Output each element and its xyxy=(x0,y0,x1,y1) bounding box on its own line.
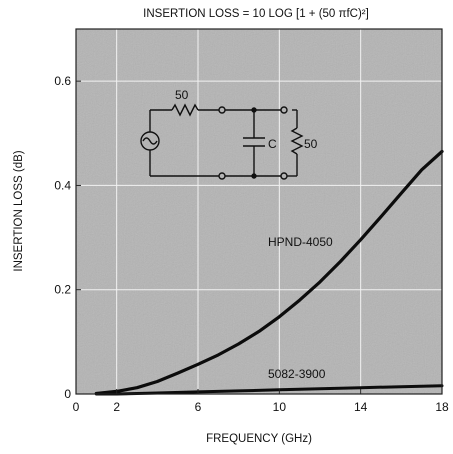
x-tick-label: 0 xyxy=(73,400,80,414)
x-tick-label: 18 xyxy=(435,400,449,414)
series-resistor xyxy=(171,103,199,117)
x-tick-label: 10 xyxy=(273,400,287,414)
x-tick-label: 14 xyxy=(354,400,368,414)
x-axis-title: FREQUENCY (GHz) xyxy=(206,433,312,445)
y-axis-title: INSERTION LOSS (dB) xyxy=(13,150,25,271)
y-tick-label: 0.2 xyxy=(54,283,71,297)
y-tick-label: 0.4 xyxy=(54,178,71,192)
load-label: 50 xyxy=(304,137,318,151)
x-axis-ticks: 0 2 6 10 14 18 xyxy=(73,389,449,414)
series-line-hpnd-4050 xyxy=(94,149,444,396)
load-resistor xyxy=(290,127,304,155)
y-tick-label: 0.6 xyxy=(54,74,71,88)
chart-title: INSERTION LOSS = 10 LOG [1 + (50 πfC)²] xyxy=(143,8,369,20)
x-tick-label: 6 xyxy=(195,400,202,414)
capacitor-label: C xyxy=(268,137,277,151)
plot-area xyxy=(76,29,442,394)
series-label-5082-3900: 5082-3900 xyxy=(268,367,326,381)
grid xyxy=(76,29,442,394)
series-label-hpnd-4050: HPND-4050 xyxy=(268,235,333,249)
circuit-inset xyxy=(140,103,304,180)
plot-frame xyxy=(75,28,443,395)
y-tick-label: 0 xyxy=(64,387,71,401)
y-axis-ticks: 0 0.2 0.4 0.6 xyxy=(54,74,81,401)
resistor-label: 50 xyxy=(175,88,189,102)
x-tick-label: 2 xyxy=(113,400,120,414)
